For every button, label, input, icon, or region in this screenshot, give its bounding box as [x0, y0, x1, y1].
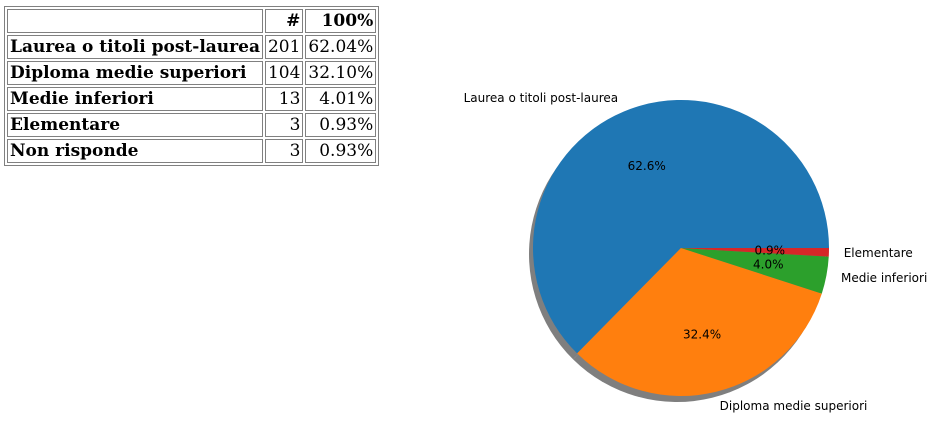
slice-category-label: Medie inferiori — [841, 271, 927, 285]
row-count: 104 — [264, 61, 304, 85]
header-empty — [7, 9, 263, 33]
slice-category-label: Diploma medie superiori — [720, 399, 868, 413]
slice-category-label: Elementare — [844, 246, 913, 260]
header-count: # — [264, 9, 304, 33]
row-percent: 32.10% — [305, 61, 377, 85]
row-count: 201 — [264, 35, 304, 59]
table-row: Laurea o titoli post-laurea 201 62.04% — [7, 35, 377, 59]
row-count: 3 — [264, 139, 304, 163]
table-row: Non risponde 3 0.93% — [7, 139, 377, 163]
row-label: Non risponde — [7, 139, 263, 163]
slice-percent-label: 0.9% — [755, 244, 786, 258]
table-row: Diploma medie superiori 104 32.10% — [7, 61, 377, 85]
slice-diploma-medie-superiori — [577, 248, 822, 397]
slice-elementare — [681, 248, 829, 257]
slice-medie-inferiori — [681, 248, 829, 294]
row-count: 3 — [264, 113, 304, 137]
row-percent: 0.93% — [305, 139, 377, 163]
slice-percent-label: 4.0% — [753, 257, 784, 271]
pie-slices — [533, 100, 829, 397]
row-percent: 4.01% — [305, 87, 377, 111]
pie-labels: 62.6% Laurea o titoli post-laurea 32.4% Dip… — [464, 91, 928, 413]
row-percent: 0.93% — [305, 113, 377, 137]
row-percent: 62.04% — [305, 35, 377, 59]
row-label: Laurea o titoli post-laurea — [7, 35, 263, 59]
row-count: 13 — [264, 87, 304, 111]
slice-percent-label: 62.6% — [628, 159, 666, 173]
row-label: Medie inferiori — [7, 87, 263, 111]
slice-percent-label: 32.4% — [683, 327, 721, 341]
slice-laurea-o-titoli-post-laurea — [533, 100, 829, 354]
row-label: Diploma medie superiori — [7, 61, 263, 85]
slice-category-label: Laurea o titoli post-laurea — [464, 91, 619, 105]
header-percent: 100% — [305, 9, 377, 33]
table-header-row: # 100% — [7, 9, 377, 33]
row-label: Elementare — [7, 113, 263, 137]
table-row: Medie inferiori 13 4.01% — [7, 87, 377, 111]
table-row: Elementare 3 0.93% — [7, 113, 377, 137]
data-table: # 100% Laurea o titoli post-laurea 201 6… — [4, 6, 380, 166]
